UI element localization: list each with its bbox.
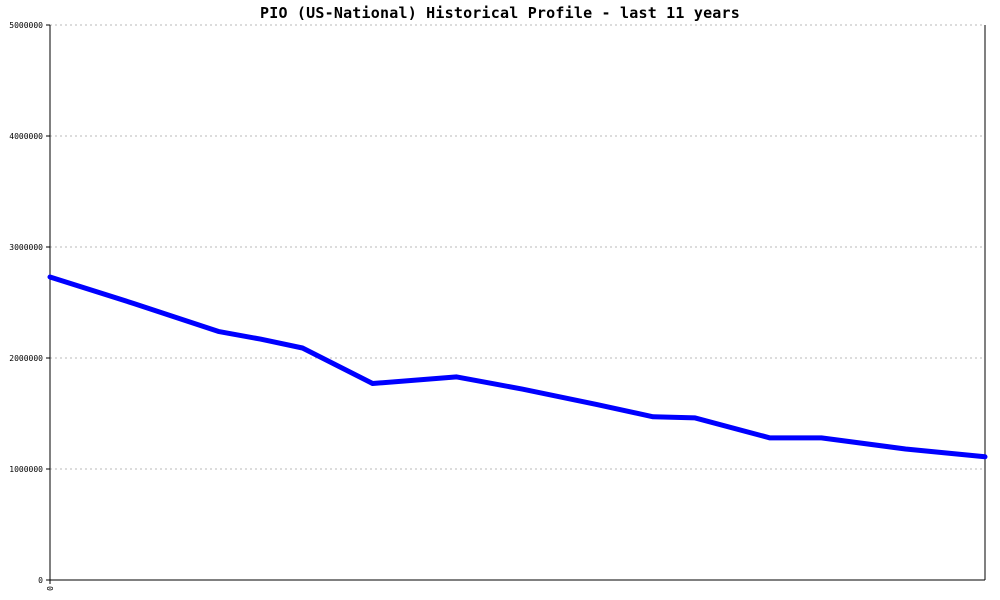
chart-title: PIO (US-National) Historical Profile - l… [260,4,740,22]
y-tick-label: 0 [38,576,43,585]
y-tick-label: 2000000 [9,354,43,363]
y-tick-label: 4000000 [9,132,43,141]
axes [46,24,986,584]
series-line [47,274,988,460]
y-tick-label: 3000000 [9,243,43,252]
y-tick-labels: 0 1000000 2000000 3000000 4000000 5000000 [9,21,43,585]
y-tick-label: 5000000 [9,21,43,30]
x-tick-labels: 0 [46,586,55,591]
grid-lines [50,24,985,470]
x-tick-label: 0 [46,586,55,591]
y-tick-label: 1000000 [9,465,43,474]
series-lines [47,274,988,460]
